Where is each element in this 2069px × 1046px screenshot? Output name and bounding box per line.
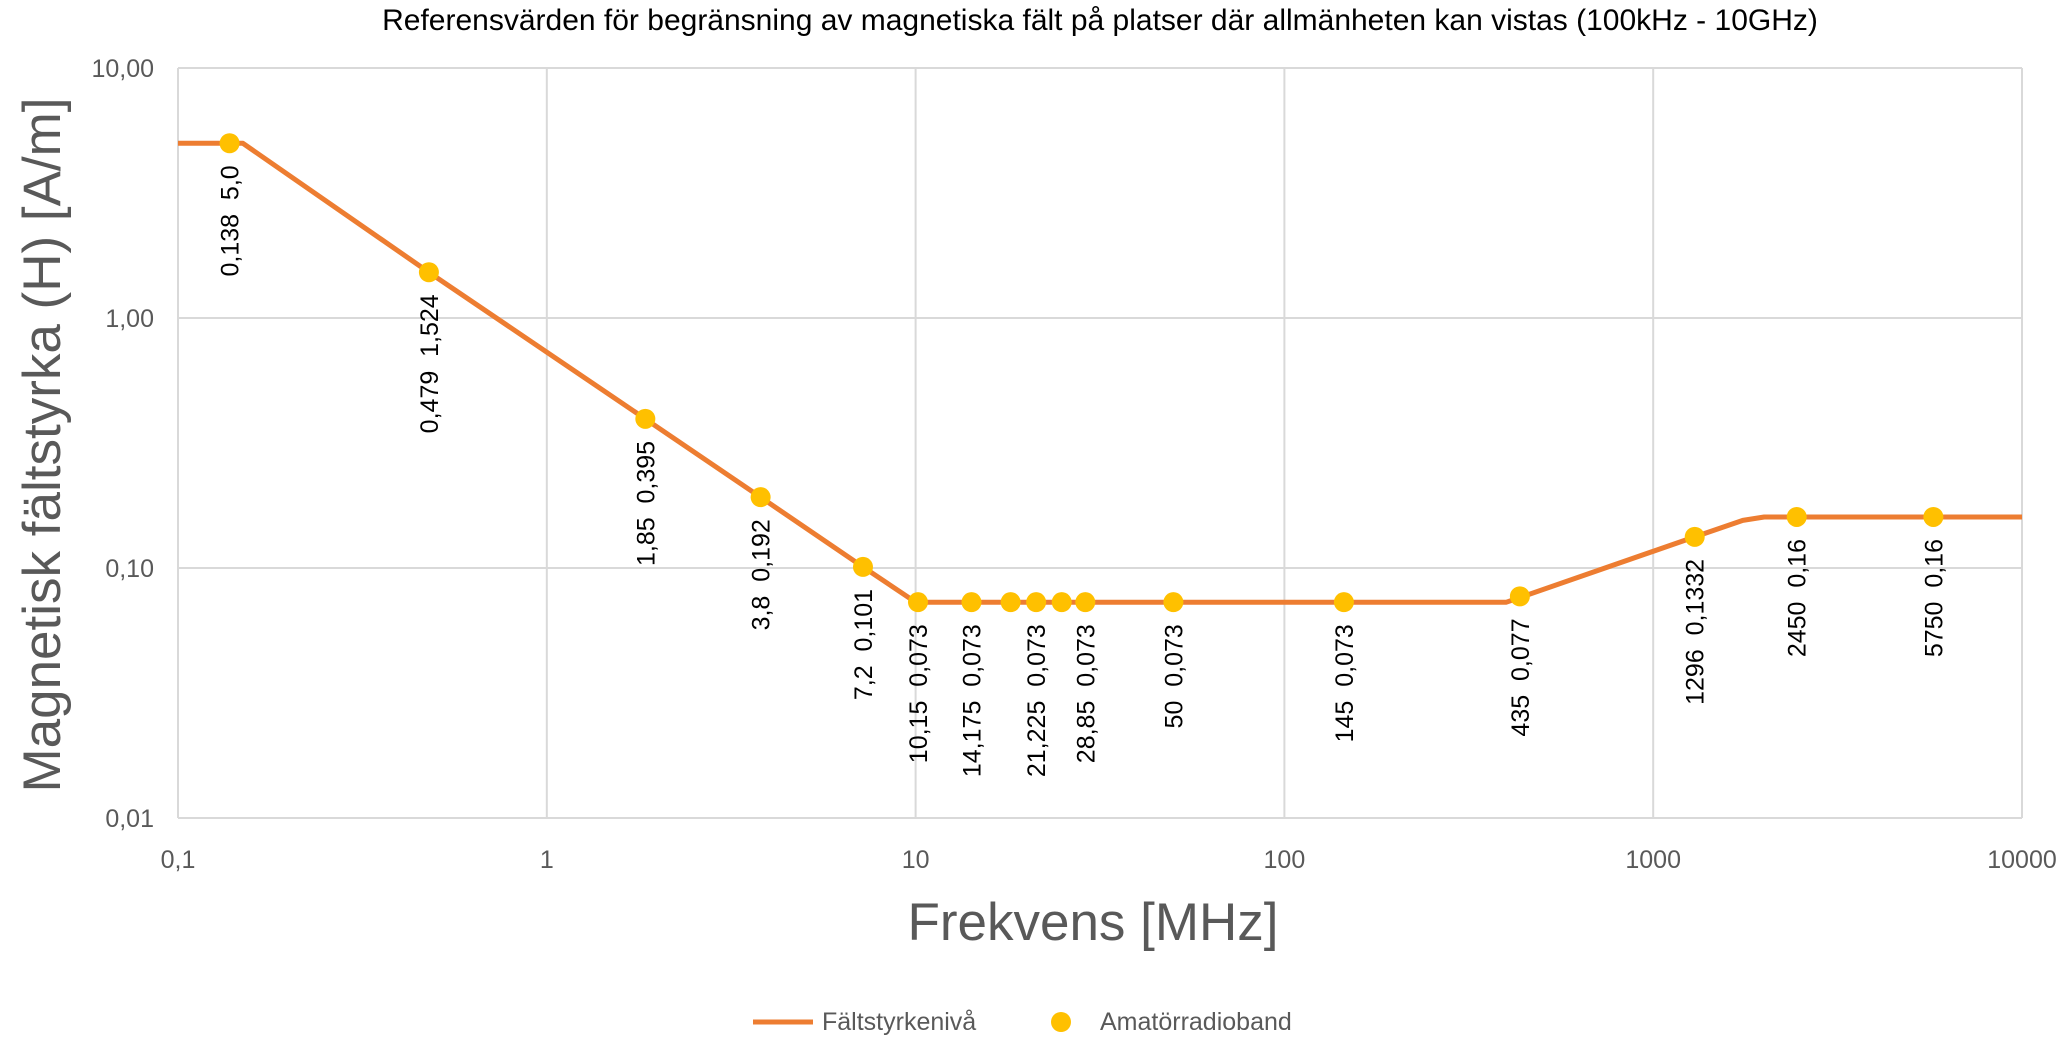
x-tick-label: 100 [1264,846,1306,874]
data-point [1923,506,1944,527]
data-point [1163,592,1184,613]
data-point [1051,592,1072,613]
data-label: 5750 0,16 [1920,539,1948,657]
y-tick-label: 0,10 [105,555,154,583]
data-label: 435 0,077 [1507,618,1535,736]
data-label: 7,2 0,101 [850,589,878,700]
data-label: 0,138 5,0 [217,165,245,276]
x-tick-label: 0,1 [161,846,196,874]
y-tick-label: 0,01 [105,805,154,833]
data-label: 21,225 0,073 [1023,624,1051,777]
data-point [961,592,982,613]
data-point [1684,526,1705,547]
data-point [852,556,873,577]
x-axis-label: Frekvens [MHz] [907,893,1278,952]
data-point [635,408,656,429]
data-label: 0,479 1,524 [416,294,444,433]
data-point [1075,592,1096,613]
data-label: 1296 0,1332 [1682,559,1710,705]
x-tick-label: 1000 [1625,846,1681,874]
y-tick-label: 1,00 [105,305,154,333]
data-label: 28,85 0,073 [1072,624,1100,763]
x-axis-ticks: 0,1 1 10 100 1000 10000 [161,846,2057,874]
data-label: 145 0,073 [1331,624,1359,742]
y-axis-ticks: 0,01 0,10 1,00 10,00 [91,55,154,833]
chart-title: Referensvärden för begränsning av magnet… [382,4,1818,37]
data-point [1786,506,1807,527]
data-label: 3,8 0,192 [748,519,776,630]
legend-item-scatter: Amatörradioband [1100,1008,1292,1036]
data-label: 14,175 0,073 [959,624,987,777]
grid-lines [177,67,2023,819]
x-tick-label: 10 [902,846,930,874]
data-point [1333,592,1354,613]
legend-item-line: Fältstyrkenivå [822,1008,976,1036]
data-point [219,133,240,154]
data-labels-group: 0,138 5,0 0,479 1,524 1,85 0,395 3,8 0,192 7… [217,165,1949,777]
data-label: 10,15 0,073 [905,624,933,763]
data-label: 50 0,073 [1160,624,1188,728]
series-line-faltstyrkeniva [178,140,2022,605]
data-point [750,487,771,508]
x-tick-label: 10000 [1987,846,2057,874]
y-axis-label: Magnetisk fältstyrka (H) [A/m] [13,97,72,792]
data-point [418,262,439,283]
x-tick-label: 1 [540,846,554,874]
legend: Fältstyrkenivå Amatörradioband [753,1008,1292,1036]
legend-dot-swatch [1051,1012,1071,1032]
data-label: 1,85 0,395 [632,441,660,566]
data-point [907,592,928,613]
data-point [1509,586,1530,607]
data-point [1000,592,1021,613]
y-tick-label: 10,00 [91,55,154,83]
data-point [1026,592,1047,613]
data-label: 2450 0,16 [1784,539,1812,657]
series-points-group [219,133,1944,613]
series-line-group [178,140,2022,605]
